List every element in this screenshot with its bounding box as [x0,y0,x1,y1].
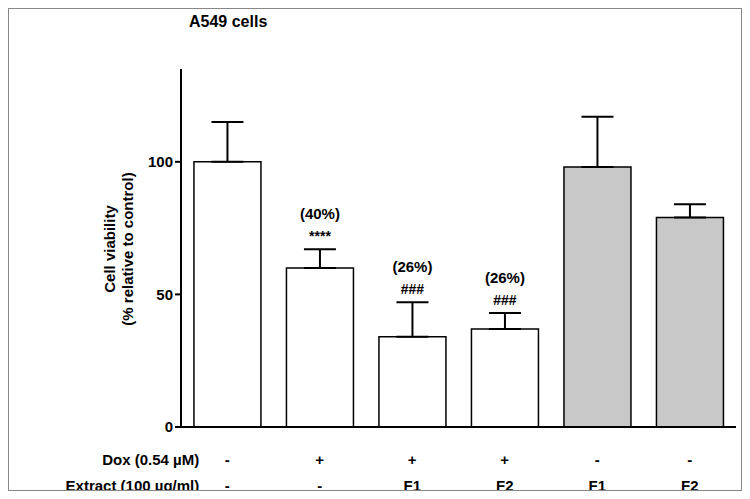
html-text:(% relative to control): (% relative to control) [119,172,136,326]
svg-text:+: + [500,451,509,468]
svg-text:F2: F2 [681,477,699,490]
svg-text:-: - [225,477,230,490]
svg-text:-: - [317,477,322,490]
svg-text:-: - [595,451,600,468]
svg-text:(26%): (26%) [485,269,525,286]
svg-text:Dox (0.54 µM): Dox (0.54 µM) [102,451,199,468]
svg-text:+: + [315,451,324,468]
svg-text:Extract (100 µg/ml): Extract (100 µg/ml) [66,477,200,490]
svg-text:-: - [687,451,692,468]
svg-text:(26%): (26%) [392,258,432,275]
svg-text:###: ### [493,292,517,308]
svg-text:###: ### [401,281,425,297]
svg-text:F2: F2 [496,477,514,490]
svg-text:(40%): (40%) [300,205,340,222]
svg-text:50: 50 [156,286,173,303]
html-text:Cell viability: Cell viability [101,205,118,293]
html-text:A549 cells: A549 cells [189,13,268,30]
svg-text:0: 0 [165,418,173,435]
svg-text:-: - [225,451,230,468]
svg-text:F1: F1 [403,477,421,490]
svg-text:****: **** [309,228,331,244]
svg-text:100: 100 [148,153,173,170]
svg-text:F1: F1 [588,477,606,490]
svg-text:+: + [408,451,417,468]
